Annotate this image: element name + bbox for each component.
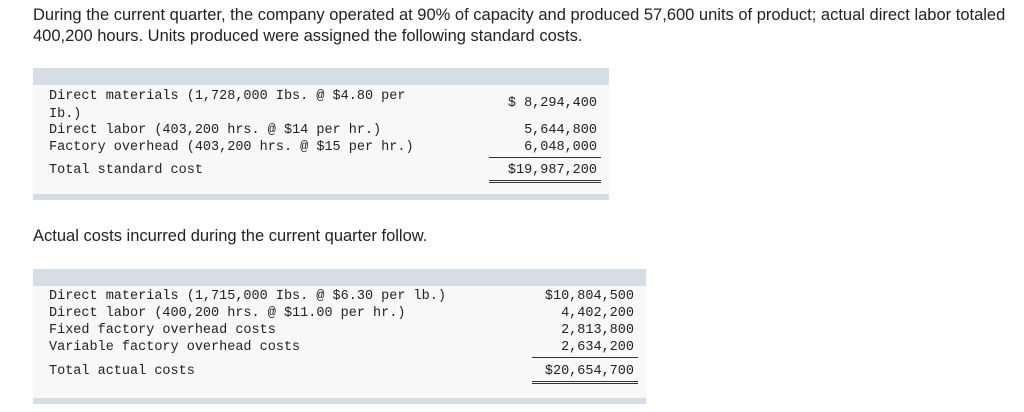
table-header-bar	[33, 68, 609, 85]
table-row: Fixed factory overhead costs 2,813,800	[33, 322, 646, 340]
standard-costs-table: Direct materials (1,728,000 Ibs. @ $4.80…	[33, 68, 609, 200]
problem-intro-text: During the current quarter, the company …	[33, 6, 1006, 45]
table-footer-bar	[33, 398, 646, 404]
table-row: Direct materials (1,715,000 Ibs. @ $6.30…	[33, 288, 646, 306]
row-amount: 5,644,800	[524, 123, 597, 138]
total-row: Total standard cost $19,987,200	[33, 162, 609, 183]
table-row: Direct labor (403,200 hrs. @ $14 per hr.…	[33, 122, 609, 140]
table-row: Factory overhead (403,200 hrs. @ $15 per…	[33, 139, 609, 158]
table-row: Variable factory overhead costs 2,634,20…	[33, 339, 646, 358]
row-label: Direct labor (403,200 hrs. @ $14 per hr.…	[49, 123, 382, 138]
actual-costs-table: Direct materials (1,715,000 Ibs. @ $6.30…	[33, 269, 646, 404]
row-label: Direct materials (1,728,000 Ibs. @ $4.80…	[49, 89, 406, 122]
row-amount: $ 8,294,400	[507, 96, 597, 111]
total-row: Total actual costs $20,654,700	[33, 363, 646, 384]
row-amount: 2,634,200	[532, 339, 638, 358]
row-amount: 6,048,000	[489, 139, 601, 158]
total-amount: $19,987,200	[489, 162, 601, 183]
row-label: Fixed factory overhead costs	[49, 323, 276, 338]
row-amount: 2,813,800	[561, 323, 634, 338]
row-label: Variable factory overhead costs	[49, 340, 301, 355]
total-label: Total actual costs	[49, 364, 195, 379]
actual-costs-intro-text: Actual costs incurred during the current…	[33, 227, 428, 245]
table-header-bar	[33, 269, 646, 286]
total-label: Total standard cost	[49, 163, 203, 178]
row-label: Direct labor (400,200 hrs. @ $11.00 per …	[49, 306, 406, 321]
row-amount: 4,402,200	[561, 306, 634, 321]
row-label: Factory overhead (403,200 hrs. @ $15 per…	[49, 140, 414, 155]
table-row: Direct labor (400,200 hrs. @ $11.00 per …	[33, 305, 646, 323]
table-row: Direct materials (1,728,000 Ibs. @ $4.80…	[33, 88, 609, 123]
row-label: Direct materials (1,715,000 Ibs. @ $6.30…	[49, 289, 446, 304]
row-amount: $10,804,500	[544, 289, 634, 304]
total-amount: $20,654,700	[532, 363, 638, 384]
table-footer-bar	[33, 194, 609, 200]
